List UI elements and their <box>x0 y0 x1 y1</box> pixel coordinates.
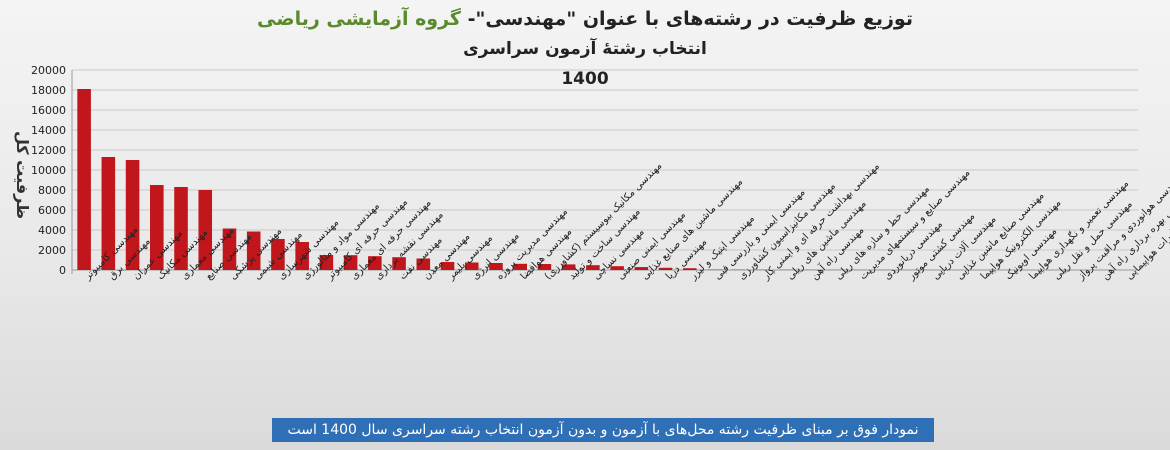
y-tick-label: 14000 <box>31 124 66 137</box>
y-tick-label: 6000 <box>38 204 66 217</box>
y-tick-label: 12000 <box>31 144 66 157</box>
bar <box>634 267 649 270</box>
y-tick-label: 20000 <box>31 64 66 77</box>
bar <box>295 242 309 270</box>
chart-title-line-1: توزیع ظرفیت در رشته‌های با عنوان "مهندسی… <box>0 8 1170 30</box>
bar <box>174 187 188 270</box>
y-axis-label: ظرفیت کل <box>13 130 32 220</box>
bar <box>610 266 624 270</box>
bar <box>464 262 479 270</box>
y-tick-label: 0 <box>59 264 66 277</box>
bar <box>101 157 116 270</box>
bar <box>271 239 285 270</box>
y-tick-label: 2000 <box>38 244 66 257</box>
bar <box>198 190 213 270</box>
bar <box>440 262 455 270</box>
bar <box>125 160 140 270</box>
chart-title-year: 1400 <box>561 69 609 89</box>
chart-title-line-2: انتخاب رشتهٔ آزمون سراسری <box>463 39 707 59</box>
footnote-banner: نمودار فوق بر مبنای ظرفیت رشته محل‌های ب… <box>272 418 934 442</box>
bar <box>392 257 406 270</box>
bar <box>561 264 576 270</box>
y-tick-label: 16000 <box>31 104 66 117</box>
bar <box>489 263 503 270</box>
y-tick-label: 10000 <box>31 164 66 177</box>
bar <box>658 267 673 270</box>
bar <box>319 255 334 270</box>
y-tick-label: 8000 <box>38 184 66 197</box>
bar <box>683 268 697 270</box>
chart-title-part-1: توزیع ظرفیت در رشته‌های با عنوان "مهندسی… <box>460 8 913 30</box>
bar <box>150 185 164 270</box>
y-tick-label: 4000 <box>38 224 66 237</box>
bar <box>368 256 382 270</box>
bar <box>513 263 527 270</box>
bar <box>416 258 431 270</box>
bar <box>77 89 91 270</box>
bar <box>222 228 237 270</box>
bar <box>246 231 261 270</box>
bar <box>343 255 358 270</box>
chart-title-group: گروه آزمایشی ریاضی <box>257 8 461 30</box>
y-tick-label: 18000 <box>31 84 66 97</box>
bar <box>586 265 600 270</box>
bar <box>537 264 552 270</box>
